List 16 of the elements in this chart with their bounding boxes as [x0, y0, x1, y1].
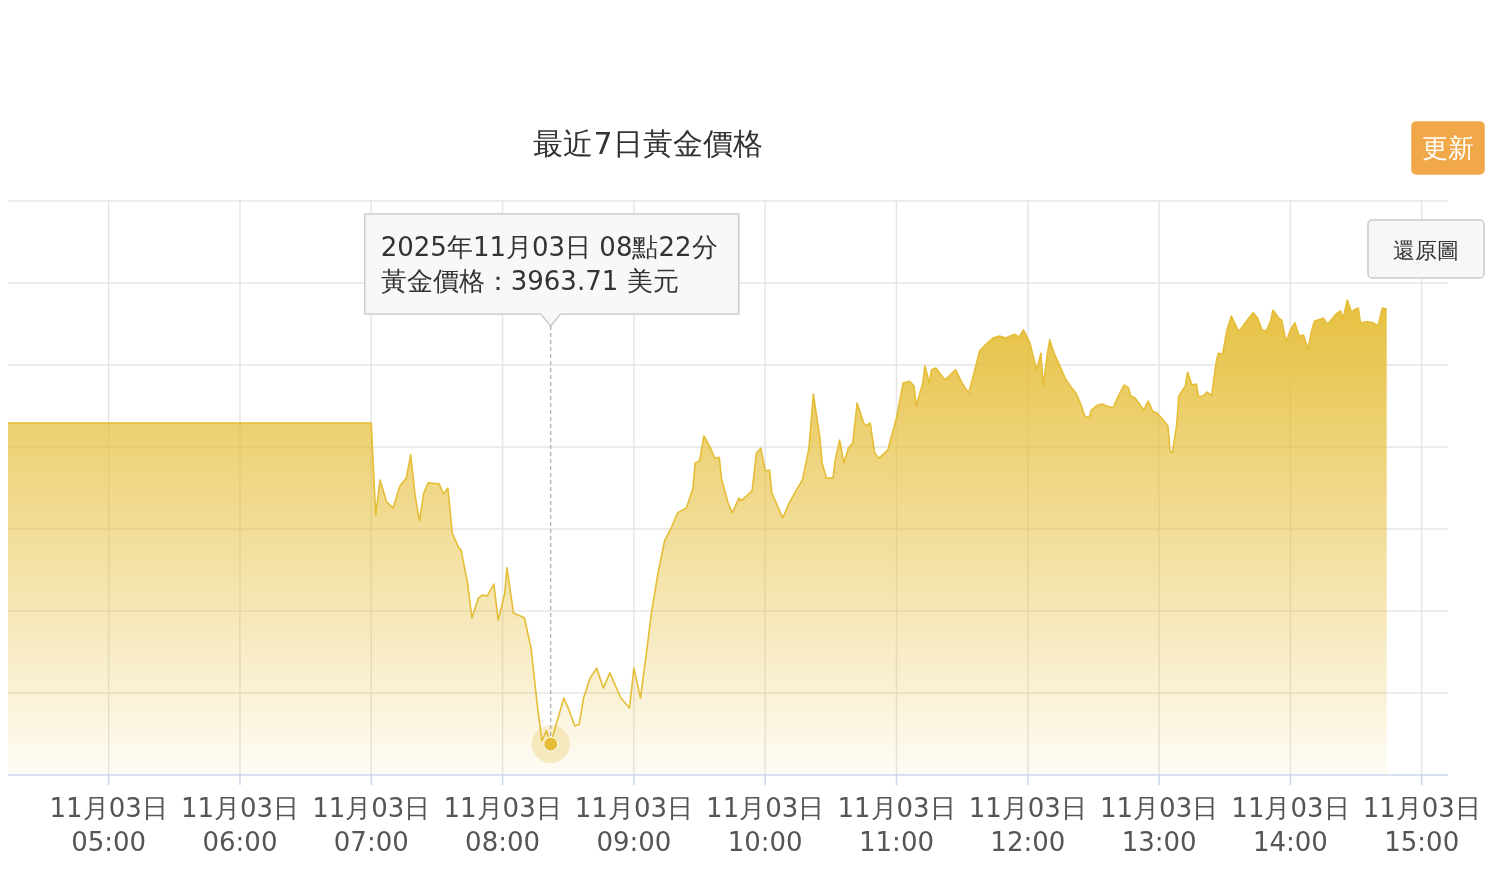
- annotation: 黃金價格：3963.71 美元: [380, 266, 679, 296]
- x-tick-label: 11月03日 07:00: [312, 793, 431, 857]
- button: 還原圖: [1367, 219, 1485, 279]
- text: 2025年11月03日 08點22分: [380, 232, 718, 262]
- x-tick-label: 11月03日 06:00: [180, 793, 300, 857]
- chart-title: 最近7日黃金價格: [533, 126, 763, 161]
- x-tick-label: 11月03日 10:00: [706, 793, 825, 857]
- x-tick-label: 11月03日 14:00: [1231, 793, 1350, 857]
- x-tick-label: 11月03日 08:00: [443, 793, 562, 857]
- x-tick-label: 11月03日 11:00: [837, 793, 956, 857]
- x-tick-label: 11月03日 13:00: [1100, 793, 1219, 857]
- button: 更新: [1411, 121, 1485, 175]
- x-tick-label: 11月03日 05:00: [49, 793, 168, 857]
- x-tick-label: 11月03日 15:00: [1362, 793, 1481, 857]
- x-tick-label: 11月03日 12:00: [968, 793, 1087, 857]
- x-tick-label: 11月03日 09:00: [574, 793, 693, 857]
